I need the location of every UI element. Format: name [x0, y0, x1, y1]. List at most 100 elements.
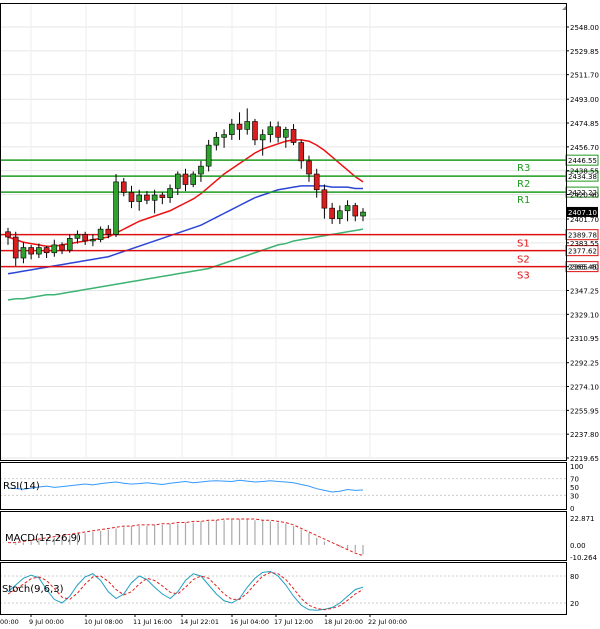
candle-body	[236, 123, 243, 130]
candle-body	[313, 173, 320, 191]
price-tick-label: 2365.40	[570, 264, 599, 272]
candle-body	[275, 126, 281, 138]
price-tick-label: 2255.95	[570, 407, 599, 415]
rsi-pane-frame	[0, 462, 567, 510]
price-axis: 2548.00 2529.85 2511.70 2493.00 2474.85 2456.…	[566, 24, 599, 463]
candle-body	[213, 136, 220, 146]
macd-tick-label: 0.00	[570, 542, 586, 550]
support-resistance-levels: R3 2446.55 R2 2434.38 R1 2422.22 S1 2389.78 S2 23…	[0, 154, 599, 282]
price-tick-label: 2529.85	[570, 48, 599, 56]
time-tick-label: 11 Jul 16:00	[133, 618, 172, 626]
candle-body	[51, 244, 58, 254]
candle-body	[105, 228, 112, 235]
stoch-tick-label: 80	[570, 573, 579, 581]
time-tick-label: 22 Jul 00:00	[368, 618, 407, 626]
level-label-s1: S1	[517, 239, 530, 250]
level-price-label: 2434.38	[568, 173, 597, 181]
pane-corner-marker	[562, 6, 566, 10]
price-tick-label: 2274.10	[570, 384, 599, 392]
candle-body	[82, 234, 88, 242]
current-price-label: 2407.10	[568, 209, 597, 217]
level-label-r3: R3	[517, 163, 530, 174]
price-tick-label: 2548.00	[570, 24, 599, 32]
candle-body	[244, 121, 251, 130]
candle-body	[43, 247, 50, 254]
candle-body	[151, 194, 158, 201]
pane-frames	[0, 3, 567, 615]
candle-body	[360, 211, 366, 217]
candle-body	[59, 244, 65, 251]
candle-body	[120, 181, 127, 193]
candle-body	[298, 142, 305, 162]
candle-body	[66, 238, 73, 251]
macd-tick-label: -10.264	[570, 554, 598, 562]
stoch-label: Stoch(9,6,3)	[2, 584, 64, 595]
price-tick-label: 2438.55	[570, 168, 599, 176]
candle-body	[90, 239, 96, 242]
time-tick-label: 17 Jul 12:00	[274, 618, 313, 626]
candle-body	[337, 210, 343, 219]
ma-mid-blue-line	[7, 185, 363, 275]
price-tick-label: 2401.70	[570, 216, 599, 224]
stoch-pane: Stoch(9,6,3) 80 20	[0, 570, 579, 611]
level-price-label: 2365.45	[568, 264, 597, 272]
candle-body	[190, 173, 197, 185]
level-label-r1: R1	[517, 195, 530, 206]
candle-body	[97, 228, 104, 240]
candle-body	[174, 173, 181, 189]
candle-body	[28, 247, 34, 255]
rsi-label: RSI(14)	[3, 481, 40, 492]
rsi-tick-label: 50	[570, 484, 579, 492]
candle-body	[205, 144, 212, 167]
price-tick-label: 2329.10	[570, 311, 599, 319]
candle-body	[159, 194, 166, 198]
candle-body	[252, 121, 258, 141]
price-tick-label: 2493.00	[570, 96, 599, 104]
candle-body	[229, 123, 235, 135]
price-tick-label: 2383.55	[570, 240, 599, 248]
level-price-label: 2389.78	[568, 232, 597, 240]
time-tick-label: 18 Jul 20:00	[324, 618, 363, 626]
rsi-line	[7, 479, 364, 493]
macd-label: MACD(12,26,9)	[5, 533, 81, 544]
ma-long-green-line	[7, 228, 364, 301]
rsi-tick-label: 70	[570, 476, 579, 484]
candle-body	[36, 247, 42, 255]
time-axis: 00:00 9 Jul 00:00 10 Jul 08:00 11 Jul 16:00…	[0, 614, 407, 626]
level-price-label: 2422.22	[568, 189, 597, 197]
price-tick-label: 2237.80	[570, 431, 599, 439]
candle-body	[136, 194, 142, 202]
rsi-tick-label: 100	[570, 463, 583, 471]
candle-body	[321, 189, 328, 209]
macd-pane-frame	[0, 511, 567, 561]
time-tick-label-partial: 00:00	[0, 618, 19, 626]
candle-body	[290, 129, 297, 143]
candle-body	[74, 234, 81, 239]
candle-body	[182, 173, 189, 185]
time-tick-label: 9 Jul 00:00	[29, 618, 64, 626]
macd-pane: MACD(12,26,9) 22.871 0.00 -10.264	[5, 515, 598, 562]
candlesticks	[5, 108, 366, 266]
stoch-d-line	[7, 571, 364, 611]
level-label-r2: R2	[517, 179, 530, 190]
candle-body	[267, 126, 274, 135]
candle-body	[198, 165, 204, 175]
price-tick-label: 2292.25	[570, 360, 599, 368]
price-tick-label: 2511.70	[570, 72, 599, 80]
price-tick-label: 2456.70	[570, 144, 599, 152]
price-tick-label: 2219.65	[570, 455, 599, 463]
candle-body	[167, 188, 173, 198]
candle-body	[283, 129, 289, 138]
level-price-label: 2446.55	[568, 157, 597, 165]
time-tick-label: 10 Jul 08:00	[84, 618, 123, 626]
level-price-label: 2377.62	[568, 248, 597, 256]
candle-body	[5, 231, 11, 238]
stoch-pane-frame	[0, 562, 567, 615]
candle-body	[12, 236, 19, 259]
price-tick-label: 2347.25	[570, 288, 599, 296]
candle-body	[352, 205, 359, 217]
current-price-box	[566, 206, 598, 217]
rsi-tick-label: 30	[570, 492, 579, 500]
